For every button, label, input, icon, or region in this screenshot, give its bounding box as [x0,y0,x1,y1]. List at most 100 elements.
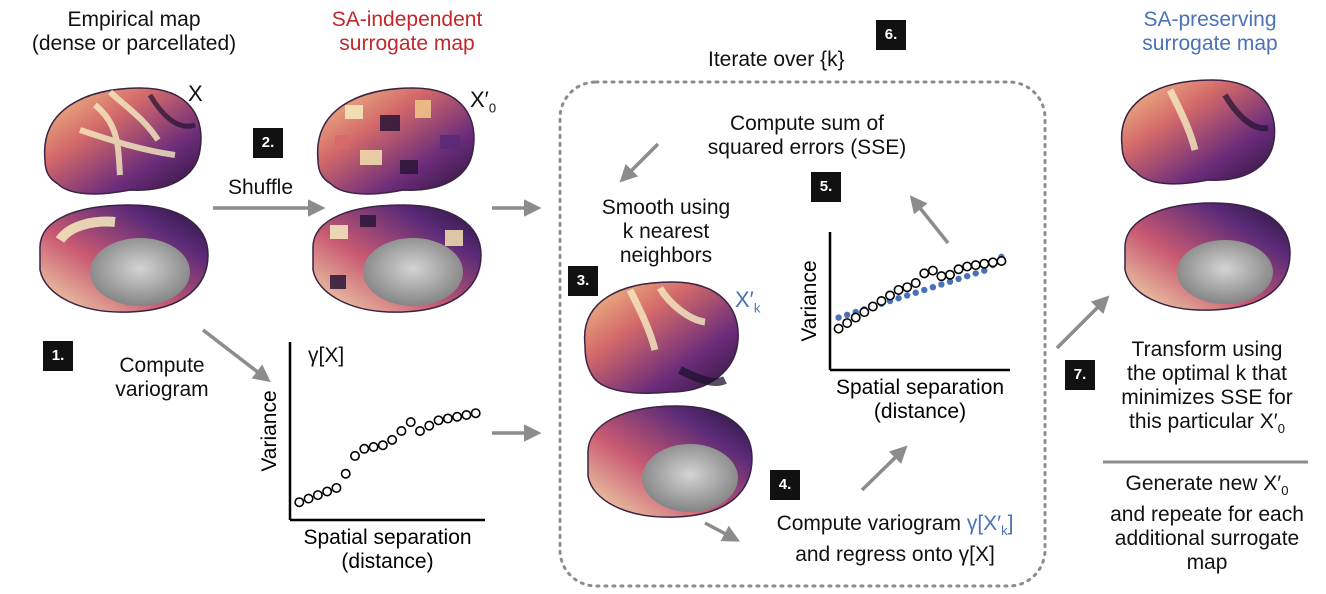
chart1-point-empirical [349,450,360,461]
chart2-point-empirical [867,301,878,312]
chart1-point-empirical [359,443,370,454]
step-badge-7: 7. [1065,360,1095,390]
generate-line1: Generate new X′0 [1100,472,1314,503]
step-badge-1: 1. [43,341,73,371]
chart2-xlabel-line2: (distance) [874,400,966,423]
chart2-point-fitted [903,292,911,299]
smoothed-brain-medial [587,405,753,518]
chart1-point-empirical [461,409,472,420]
chart1-point-empirical [387,434,398,445]
chart2-point-empirical [970,260,981,271]
independent-brain-medial [312,204,482,313]
smooth-label: Smooth using k nearest neighbors [576,196,756,268]
chart1-point-empirical [470,408,481,419]
chart2-xlabel-line1: Spatial separation [836,376,1004,399]
arrow-step4-up [860,445,908,492]
chart1-point-empirical [294,497,305,508]
sse-label-line2: squared errors (SSE) [707,136,907,159]
shuffle-label: Shuffle [228,176,293,199]
step4-gamma-main: γ[X′ [966,512,1002,535]
arrow-brain-to-step4 [704,521,741,542]
chart2-point-empirical [842,318,853,329]
chart2-point-empirical [893,284,904,295]
chart2-point-empirical [944,269,955,280]
independent-title: SA-independent surrogate map [292,8,522,56]
transform-line2: the optimal k that [1127,362,1287,385]
step-badge-2: 2. [253,128,283,158]
chart2-point-fitted [938,281,945,288]
chart2-point-empirical [876,295,887,306]
empirical-title-line1: Empirical map [67,8,201,31]
sse-label: Compute sum of squared errors (SSE) [682,112,932,160]
iteration-loop-box [558,80,1047,588]
variogram-chart-comparison: Variance Spatial separation(distance) [798,232,1010,423]
step4-label: Compute variogram γ[X′k] and regress ont… [745,512,1045,567]
empirical-brain-medial [39,204,209,313]
generate-line3: additional surrogate [1114,527,1300,551]
chart1-ylabel: Variance [258,390,281,471]
arrow-sse-to-smooth [619,142,660,183]
chart2-point-empirical [919,268,930,279]
compute-variogram-line1: Compute [119,354,205,377]
step-badge-6: 6. [876,20,906,50]
step4-prefix: Compute variogram [776,512,967,535]
xk-symbol-sub: k [753,300,761,316]
preserving-brain-medial [1124,202,1291,311]
chart1-point-empirical [368,442,379,453]
chart2-point-empirical [850,312,861,323]
preserving-title-line2: surrogate map [1142,32,1278,55]
chart2-point-fitted [972,270,979,277]
compute-variogram-line2: variogram [115,378,209,401]
arrow-compute-variogram [201,328,271,383]
step-badge-5: 5. [811,172,841,202]
gamma-x-label: γ[X] [308,344,345,367]
chart2-point-fitted [895,295,902,302]
chart1-xlabel-line2: (distance) [341,550,433,573]
step4-gamma-close: ] [1007,512,1014,535]
independent-title-line2: surrogate map [339,32,475,55]
arrow-to-preserving [1055,295,1110,350]
chart2-point-empirical [910,278,921,289]
x0-symbol-sub: 0 [488,100,497,116]
chart2-point-empirical [927,265,938,276]
xk-symbol: X′k [735,288,760,320]
x0-symbol-main: X′ [470,87,489,112]
empirical-brain-lateral [43,87,202,195]
chart1-point-empirical [405,417,416,428]
chart2-point-empirical [979,258,990,269]
x-symbol: X [188,81,203,106]
chart2-point-fitted [835,314,842,321]
chart1-xlabel-line1: Spatial separation [303,526,471,549]
step-badge-4: 4. [770,470,800,500]
arrow-regress-to-sse [909,195,950,245]
generate-line1-sub: 0 [1281,483,1289,499]
chart2-point-empirical [902,282,913,293]
step-badge-3: 3. [568,266,598,296]
chart2-point-fitted [946,278,954,285]
chart1-point-empirical [322,486,333,497]
chart1-point-empirical [377,440,388,451]
chart1-point-empirical [340,468,351,479]
chart1-point-empirical [396,425,407,436]
chart1-point-empirical [331,482,342,493]
chart2-point-empirical [833,323,844,334]
chart2-point-fitted [912,289,919,296]
step4-label-line2: and regress onto γ[X] [795,543,995,567]
chart2-point-empirical [962,261,973,272]
smooth-label-line1: Smooth using [601,196,731,219]
chart1-point-empirical [424,420,435,431]
chart2-point-empirical [996,255,1007,266]
transform-line3: minimizes SSE for [1121,386,1293,409]
chart2-point-fitted [955,275,962,283]
chart2-ylabel: Variance [798,260,821,341]
x0-symbol: X′0 [470,88,496,120]
chart2-point-fitted [963,272,971,280]
generate-label: Generate new X′0 and repeate for each ad… [1100,472,1314,575]
step4-gamma: γ[X′k] [966,512,1014,538]
sse-label-line1: Compute sum of [729,112,885,135]
transform-label: Transform using the optimal k that minim… [1100,338,1314,441]
transform-line4-main: this particular X′ [1129,410,1278,433]
smooth-label-line2: k nearest [622,220,710,243]
smoothed-brain-lateral [583,281,739,394]
